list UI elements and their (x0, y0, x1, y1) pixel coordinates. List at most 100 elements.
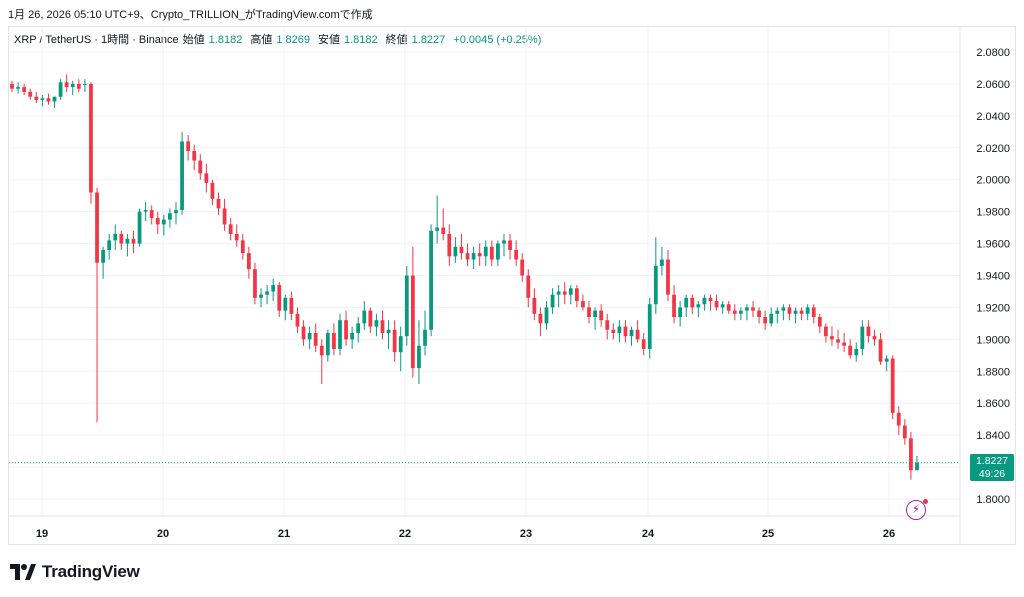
candle-body (878, 339, 883, 362)
candle (204, 163, 209, 193)
candle (155, 211, 160, 234)
y-tick-label: 1.8400 (976, 430, 1010, 442)
candle (265, 285, 269, 305)
candle-body (380, 320, 385, 333)
candle-body (107, 240, 112, 250)
time-axis[interactable]: 19 20 21 22 23 24 25 26 (36, 528, 895, 540)
candle-body (489, 246, 494, 260)
y-tick-label: 1.9400 (976, 271, 1010, 283)
lightning-icon[interactable]: ⚡ (906, 499, 928, 520)
candle-body (629, 329, 634, 337)
close-label: 終値 (385, 34, 408, 46)
candle-body (581, 301, 585, 308)
candle-body (295, 313, 300, 327)
y-tick-label: 1.9000 (976, 334, 1010, 346)
low-label: 安値 (317, 34, 340, 46)
candle (64, 74, 69, 92)
candle (574, 285, 579, 308)
candle (240, 233, 245, 260)
candles (10, 74, 919, 480)
candle (22, 83, 27, 96)
candle-body (70, 83, 75, 88)
candle-body (848, 345, 853, 356)
candle (550, 288, 555, 314)
candle-body (368, 310, 373, 327)
change-value: +0.0045 (+0.25%) (453, 34, 542, 46)
candle (684, 294, 689, 318)
candle (690, 294, 695, 314)
candle (368, 307, 373, 333)
candle (854, 342, 859, 362)
candle-body (702, 297, 707, 305)
tradingview-logo-icon (10, 564, 36, 580)
candle (477, 243, 482, 266)
candle-body (210, 182, 215, 199)
candle (441, 208, 446, 241)
candle-body (137, 211, 142, 244)
low-value: 1.8182 (343, 34, 378, 46)
candle (386, 320, 391, 349)
candle (107, 233, 112, 260)
candle (471, 246, 476, 270)
candle (95, 187, 99, 423)
candle-body (623, 326, 628, 337)
price-axis[interactable]: 2.0800 2.0600 2.0400 2.0200 2.0000 1.9800 1.96… (976, 47, 1010, 506)
candle (301, 320, 306, 346)
candle (459, 233, 464, 260)
candle (398, 326, 403, 372)
tradingview-logo[interactable]: TradingView (10, 562, 140, 582)
candle-body (332, 332, 336, 349)
candle-body (830, 336, 834, 340)
candle (775, 307, 780, 324)
y-tick-label: 1.8800 (976, 366, 1010, 378)
candle (708, 294, 713, 311)
candle-body (301, 326, 306, 340)
candle-body (720, 304, 725, 308)
candle (629, 326, 634, 346)
candle-body (641, 339, 646, 349)
candle (234, 224, 239, 247)
candle (131, 230, 136, 254)
candle-body (805, 307, 810, 314)
candle (423, 310, 427, 356)
candle (562, 281, 567, 305)
candle-body (708, 297, 713, 302)
candle (745, 304, 749, 321)
y-tick-label: 2.0800 (976, 47, 1010, 59)
candle (781, 304, 786, 321)
candle (58, 79, 63, 100)
candle-body (198, 160, 203, 174)
candle-body (246, 253, 251, 270)
candle-body (28, 91, 33, 97)
candle-body (453, 246, 458, 257)
candle-body (313, 332, 318, 346)
candle (763, 310, 768, 330)
open-label: 始値 (182, 34, 205, 46)
candle (113, 224, 118, 250)
candle-body (526, 275, 531, 298)
candle (660, 246, 664, 276)
candle-body (696, 304, 701, 308)
candle (76, 79, 81, 92)
candle-body (386, 329, 391, 333)
candle (259, 288, 263, 308)
y-tick-label: 1.9200 (976, 302, 1010, 314)
candle (793, 307, 798, 324)
candle-body (544, 307, 549, 324)
candle (168, 208, 172, 228)
candle-body (836, 339, 840, 343)
candle-body (514, 249, 519, 260)
x-tick-label: 24 (642, 528, 655, 540)
candle-body (155, 218, 160, 225)
candle (909, 431, 913, 480)
candle-body (95, 192, 99, 263)
last-price-badge: 1.8227 49:26 (970, 454, 1014, 481)
candle (538, 307, 543, 337)
candle (672, 285, 676, 324)
candle-body (751, 307, 755, 311)
symbol-label[interactable]: XRP / TetherUS · 1時間 · Binance (14, 34, 179, 46)
x-tick-label: 25 (762, 528, 774, 540)
candle-body (817, 317, 822, 327)
candle-body (532, 297, 537, 314)
